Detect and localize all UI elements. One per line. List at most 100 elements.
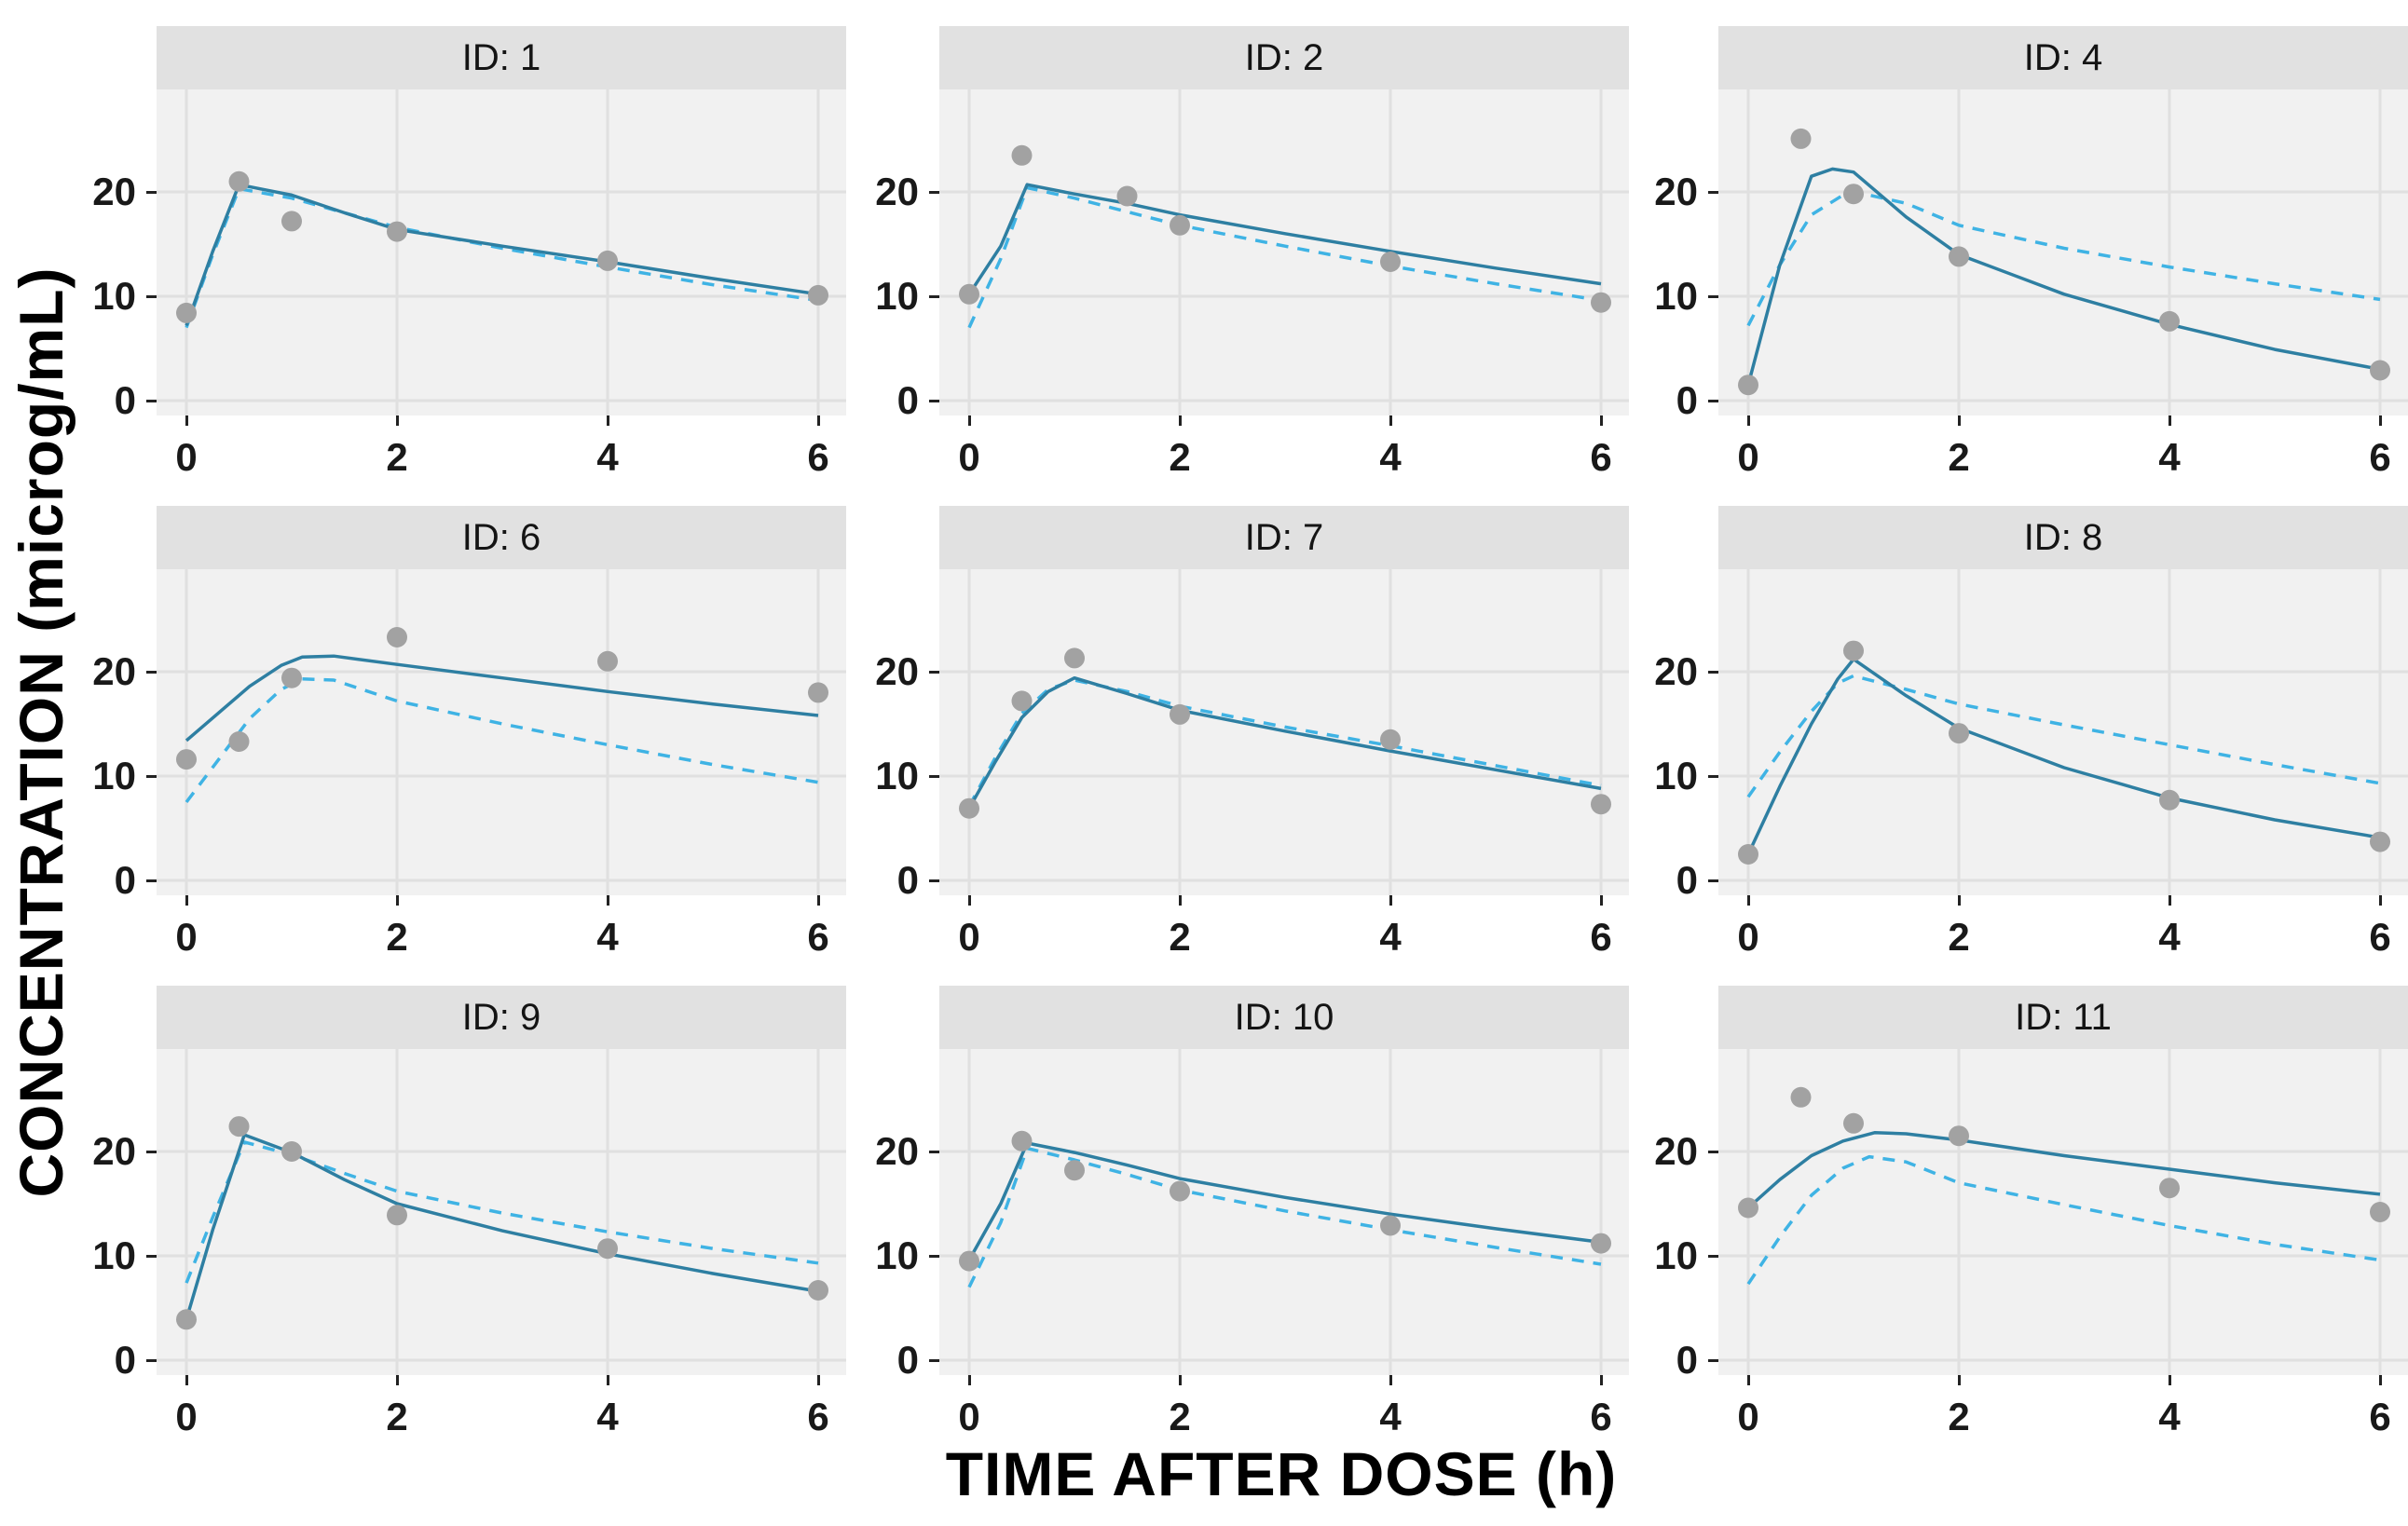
x-axis-tick-label: 6 — [2369, 435, 2391, 479]
x-axis-tick-label: 2 — [386, 1395, 408, 1438]
x-axis-tick — [1178, 416, 1182, 426]
y-axis-tick-label: 0 — [896, 858, 919, 902]
x-axis-tick-label: 6 — [1590, 915, 1612, 959]
observed-point — [1843, 1112, 1864, 1134]
y-axis-tick — [929, 774, 939, 778]
y-axis-tick — [146, 774, 157, 778]
x-axis-tick — [2378, 416, 2382, 426]
y-axis-tick-label: 10 — [875, 754, 919, 797]
facet-id-11: ID: 11 — [1718, 986, 2408, 1375]
y-axis-tick — [929, 1150, 939, 1153]
x-axis-tick-label: 2 — [1169, 435, 1191, 479]
y-axis-tick — [929, 879, 939, 882]
x-axis-tick — [2378, 895, 2382, 906]
observed-point — [176, 749, 197, 770]
facet-strip: ID: 9 — [157, 986, 846, 1049]
facet-panel — [1718, 89, 2408, 416]
observed-point — [1170, 1180, 1190, 1202]
individual-prediction-line — [967, 1141, 1602, 1261]
panel-background — [1718, 1049, 2408, 1375]
x-axis-tick — [185, 416, 188, 426]
x-axis-tick-label: 4 — [2158, 915, 2181, 959]
y-axis-tick-label: 10 — [92, 1233, 136, 1277]
x-axis-tick-label: 4 — [596, 915, 619, 959]
y-axis-tick — [1708, 879, 1718, 882]
observed-point — [1949, 1125, 1969, 1147]
y-axis-tick — [1708, 1358, 1718, 1362]
y-axis-tick — [146, 879, 157, 882]
observed-point — [281, 667, 302, 688]
x-axis-tick — [1178, 895, 1182, 906]
x-axis-tick-label: 4 — [1379, 1395, 1402, 1438]
x-axis-tick — [967, 1375, 971, 1385]
x-axis-tick — [606, 895, 609, 906]
observed-point — [808, 1280, 828, 1301]
observed-point — [597, 250, 618, 271]
individual-prediction-line — [185, 654, 819, 743]
y-axis-tick — [146, 190, 157, 194]
observed-point — [281, 211, 302, 232]
y-axis-tick-label: 0 — [1676, 1338, 1698, 1382]
y-axis-tick — [146, 670, 157, 674]
x-axis-tick — [1957, 1375, 1961, 1385]
observed-point — [1011, 690, 1033, 712]
x-axis-tick — [185, 1375, 188, 1385]
observed-point — [1380, 729, 1401, 750]
x-axis-tick-label: 4 — [1379, 915, 1402, 959]
facet-strip-label: ID: 10 — [1234, 996, 1334, 1038]
x-axis-tick-label: 4 — [596, 1395, 619, 1438]
facet-id-9: ID: 9 — [157, 986, 846, 1375]
observed-point — [1380, 252, 1401, 272]
facet-panel — [939, 89, 1629, 416]
x-axis-tick — [2378, 1375, 2382, 1385]
observed-point — [1790, 128, 1812, 149]
x-axis-tick-label: 0 — [175, 1395, 198, 1438]
y-axis-tick — [1708, 1150, 1718, 1153]
y-axis-tick-label: 20 — [1654, 170, 1698, 213]
facet-panel — [157, 569, 846, 895]
observed-point — [1738, 1197, 1758, 1219]
facet-id-4: ID: 4 — [1718, 26, 2408, 416]
observed-point — [1064, 647, 1085, 669]
population-prediction-line — [967, 185, 1602, 329]
panel-background — [1718, 89, 2408, 416]
y-axis-tick — [146, 1150, 157, 1153]
facet-strip: ID: 6 — [157, 506, 846, 569]
y-axis-tick-label: 20 — [92, 1129, 136, 1173]
x-axis-tick — [1957, 416, 1961, 426]
x-axis-tick — [606, 1375, 609, 1385]
y-axis-tick — [146, 1254, 157, 1258]
x-axis-tick-label: 2 — [386, 435, 408, 479]
x-axis-tick — [1746, 416, 1750, 426]
x-axis-tick — [395, 1375, 399, 1385]
observed-point — [1380, 1215, 1401, 1236]
observed-point — [176, 302, 197, 323]
individual-prediction-line — [185, 183, 819, 326]
facet-id-7: ID: 7 — [939, 506, 1629, 895]
observed-point — [808, 284, 828, 306]
x-axis-tick — [185, 895, 188, 906]
x-axis-tick-label: 0 — [1737, 435, 1759, 479]
x-axis-tick-label: 0 — [958, 915, 980, 959]
x-axis-tick — [1389, 416, 1392, 426]
observed-point — [1591, 1233, 1611, 1254]
y-axis-tick-label: 20 — [92, 170, 136, 213]
facet-panel — [939, 1049, 1629, 1375]
x-axis-tick — [395, 416, 399, 426]
facet-strip: ID: 2 — [939, 26, 1629, 89]
individual-prediction-line — [1746, 657, 2381, 855]
x-axis-title: TIME AFTER DOSE (h) — [945, 1439, 1618, 1508]
x-axis-tick-label: 0 — [175, 435, 198, 479]
x-axis-tick — [1746, 895, 1750, 906]
y-axis-tick-label: 0 — [114, 1338, 136, 1382]
y-axis-tick — [929, 1358, 939, 1362]
observed-point — [1790, 1086, 1812, 1108]
y-axis-tick-label: 0 — [896, 378, 919, 422]
observed-point — [2159, 310, 2180, 332]
population-prediction-line — [1746, 674, 2381, 798]
y-axis-tick-label: 0 — [896, 1338, 919, 1382]
panel-background — [157, 89, 846, 416]
facet-strip: ID: 7 — [939, 506, 1629, 569]
facet-strip: ID: 8 — [1718, 506, 2408, 569]
x-axis-tick — [1389, 1375, 1392, 1385]
